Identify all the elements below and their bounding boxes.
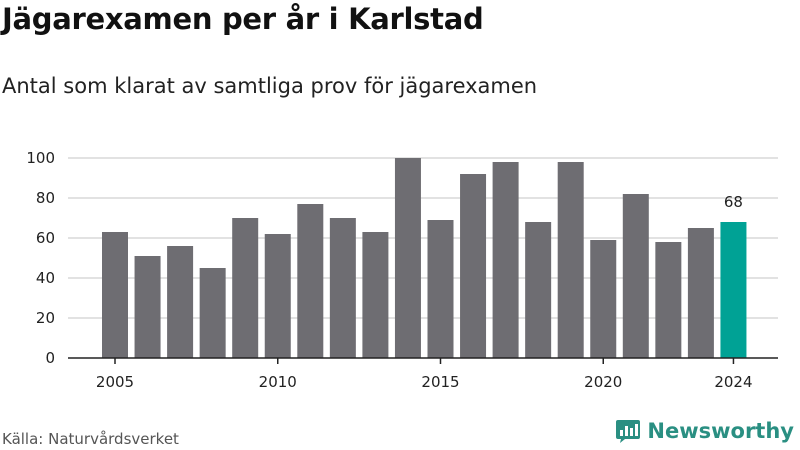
bar: [167, 246, 194, 358]
bar: [329, 218, 356, 358]
bar-chart: 0 20 40 60 80 100 2005 2010 2015 2020 2024 68: [26, 149, 778, 391]
x-tick-label: 2020: [584, 373, 622, 391]
brand-name: Newsworthy: [647, 419, 794, 443]
x-tick-label: 2024: [714, 373, 752, 391]
bar: [427, 220, 454, 358]
bar: [394, 158, 421, 358]
bar-chart-logo-icon: [616, 420, 641, 443]
bar: [492, 162, 519, 358]
x-tick-label: 2015: [421, 373, 459, 391]
data-label-highlight: 68: [724, 193, 743, 211]
bar: [557, 162, 584, 358]
bar: [622, 194, 649, 358]
bars: [102, 158, 747, 358]
bar: [362, 232, 389, 358]
axes: [68, 357, 778, 364]
y-tick-label: 100: [26, 149, 55, 167]
bar: [590, 240, 617, 358]
y-tick-label: 80: [36, 189, 55, 207]
bar: [525, 222, 552, 358]
y-tick-label: 20: [36, 309, 55, 327]
bar: [655, 242, 682, 358]
brand-logo: Newsworthy: [615, 418, 794, 444]
x-tick-label: 2005: [96, 373, 134, 391]
chart-title: Jägarexamen per år i Karlstad: [2, 2, 484, 36]
chart-subtitle: Antal som klarat av samtliga prov för jä…: [2, 74, 538, 98]
bar: [199, 268, 226, 358]
bar: [232, 218, 259, 358]
y-tick-label: 60: [36, 229, 55, 247]
bar: [134, 256, 161, 358]
x-tick-label: 2010: [259, 373, 297, 391]
bar: [297, 204, 324, 358]
bar: [687, 228, 714, 358]
bar: [264, 234, 291, 358]
y-tick-label: 40: [36, 269, 55, 287]
bar: [460, 174, 487, 358]
bar-highlight: [720, 222, 747, 358]
labels: 0 20 40 60 80 100 2005 2010 2015 2020 2024 68: [26, 149, 752, 391]
source-note: Källa: Naturvårdsverket: [2, 430, 179, 448]
bar: [102, 232, 128, 358]
y-tick-label: 0: [45, 349, 55, 367]
